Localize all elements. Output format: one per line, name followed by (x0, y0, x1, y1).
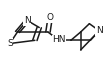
Text: S: S (7, 39, 13, 48)
Text: N: N (96, 26, 103, 35)
Text: HN: HN (52, 35, 66, 44)
Text: N: N (24, 16, 31, 25)
Text: O: O (47, 13, 54, 22)
